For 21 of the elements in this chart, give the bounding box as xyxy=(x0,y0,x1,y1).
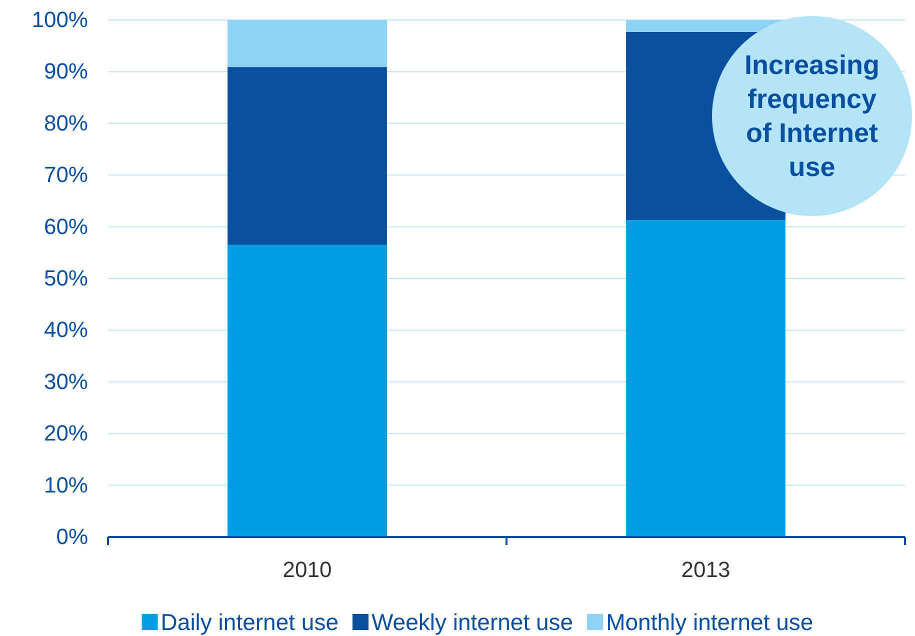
legend-label: Daily internet use xyxy=(160,609,338,635)
y-tick-label: 80% xyxy=(44,110,88,136)
y-tick-label: 20% xyxy=(44,420,88,446)
legend-label: Monthly internet use xyxy=(606,609,814,635)
y-tick-label: 0% xyxy=(56,524,88,550)
y-tick-label: 100% xyxy=(32,7,88,32)
y-tick-label: 10% xyxy=(44,472,88,498)
bar xyxy=(228,244,387,537)
bar xyxy=(626,220,786,537)
bar xyxy=(228,20,387,68)
y-tick-label: 90% xyxy=(44,58,88,84)
y-tick-label: 30% xyxy=(44,368,88,394)
y-tick-label: 50% xyxy=(44,266,88,291)
bar xyxy=(228,67,387,245)
x-tick-label: 2013 xyxy=(681,557,730,582)
y-tick-label: 40% xyxy=(44,317,88,342)
y-tick-label: 70% xyxy=(44,162,88,188)
x-tick-label: 2010 xyxy=(282,557,332,582)
legend-label: Weekly internet use xyxy=(372,609,574,635)
y-tick-label: 60% xyxy=(44,214,88,239)
annotation: Increasing frequency of Internet use xyxy=(744,50,880,182)
